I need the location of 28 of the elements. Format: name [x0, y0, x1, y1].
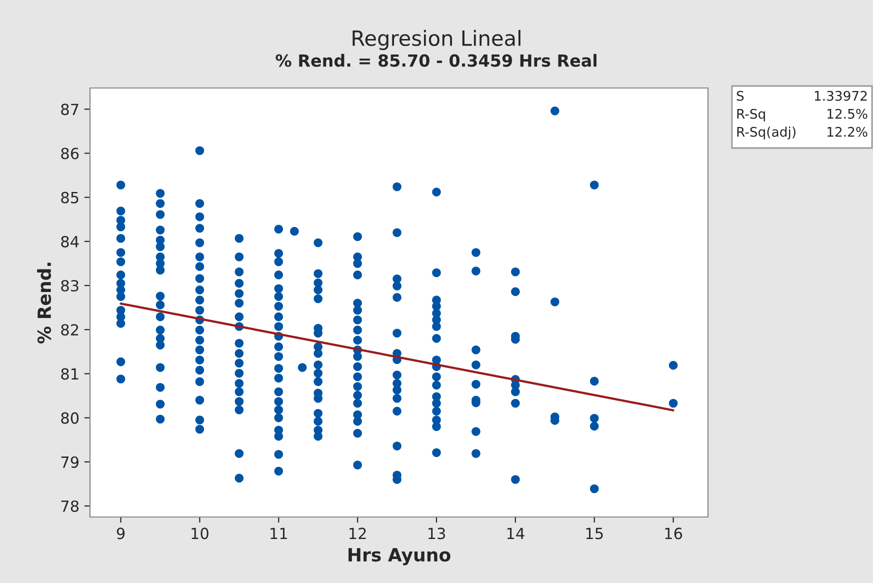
x-tick-label: 13 — [428, 528, 445, 540]
text: 12.2% — [828, 126, 868, 137]
y-tick-label: 83 — [61, 280, 78, 292]
x-tick-label: 16 — [665, 528, 682, 540]
y-tick-label: 81 — [61, 368, 78, 380]
x-tick-label: 9 — [116, 528, 125, 540]
text: R-Sq(adj) — [737, 126, 796, 140]
x-tick-label: 14 — [507, 528, 524, 540]
text: S — [736, 90, 744, 101]
x-tick-label: 11 — [270, 528, 287, 540]
x-axis-title: Hrs Ayuno — [348, 548, 450, 566]
chart-subtitle: % Rend. = 85.70 - 0.3459 Hrs Real — [276, 54, 596, 67]
y-tick-label: 78 — [61, 500, 79, 512]
text: R-Sq — [737, 108, 765, 122]
y-tick-label: 84 — [61, 236, 79, 248]
y-tick-label: 86 — [61, 148, 79, 160]
x-tick-label: 15 — [586, 528, 603, 540]
x-tick-label: 10 — [192, 528, 208, 540]
chart-title: Regresion Lineal — [352, 30, 520, 50]
text: 1.33972 — [814, 90, 867, 101]
y-axis-title: % Rend. — [37, 262, 52, 344]
y-tick-label: 82 — [61, 324, 78, 336]
y-tick-label: 87 — [61, 104, 78, 116]
y-tick-label: 80 — [61, 412, 79, 424]
text: 12.5% — [828, 108, 868, 119]
y-tick-label: 79 — [61, 456, 79, 468]
y-tick-label: 85 — [61, 192, 78, 204]
x-tick-label: 12 — [350, 528, 366, 540]
